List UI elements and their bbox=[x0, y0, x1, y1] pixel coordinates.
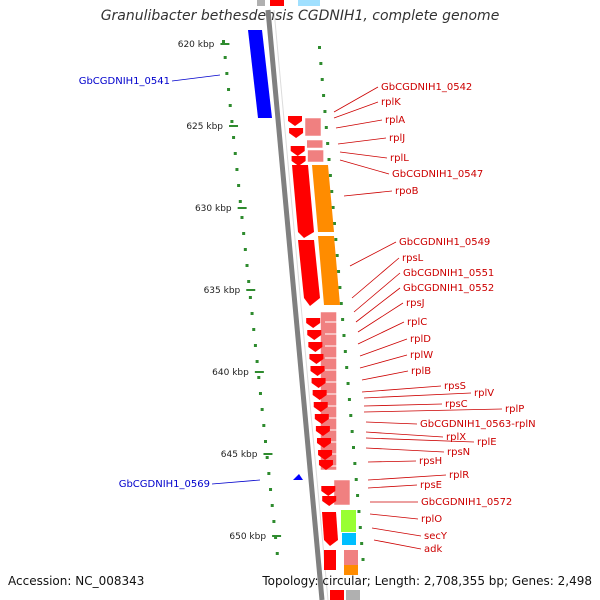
gene-label[interactable]: rpsL bbox=[402, 253, 424, 264]
gene-label[interactable]: GbCGDNIH1_0547 bbox=[392, 169, 483, 180]
gene-label[interactable]: rplK bbox=[381, 97, 401, 108]
gene-label[interactable]: rpsJ bbox=[406, 298, 425, 309]
gene-label[interactable]: secY bbox=[424, 531, 448, 542]
gene-label[interactable]: rplV bbox=[474, 388, 494, 399]
kbp-label: 645 kbp bbox=[221, 450, 258, 460]
gene-block-0541[interactable] bbox=[248, 30, 272, 118]
gene-label[interactable]: rpsH bbox=[419, 456, 442, 467]
gene-label[interactable]: rplE bbox=[477, 437, 497, 448]
gene-label-left[interactable]: GbCGDNIH1_0569 bbox=[119, 479, 210, 490]
gene-label[interactable]: rplP bbox=[505, 404, 524, 415]
gene-label[interactable]: rpsS bbox=[444, 381, 466, 392]
label-leaders bbox=[171, 74, 503, 550]
gene-labels: GbCGDNIH1_0542 rplK rplA rplJ rplL GbCGDNIH1_… bbox=[79, 76, 536, 555]
gene-label[interactable]: GbCGDNIH1_0542 bbox=[381, 82, 472, 93]
gene-label[interactable]: rpsN bbox=[447, 447, 470, 458]
gene-label[interactable]: GbCGDNIH1_0551 bbox=[403, 268, 494, 279]
kbp-label: 625 kbp bbox=[186, 122, 223, 132]
kbp-label: 635 kbp bbox=[204, 286, 241, 296]
gene-label[interactable]: adk bbox=[424, 544, 442, 555]
gene-label[interactable]: GbCGDNIH1_0572 bbox=[421, 497, 512, 508]
gene-label[interactable]: rplL bbox=[390, 153, 409, 164]
gene-label[interactable]: rplX bbox=[446, 432, 466, 443]
gene-label-left[interactable]: GbCGDNIH1_0541 bbox=[79, 76, 170, 87]
ruler-dots bbox=[222, 40, 365, 561]
gene-label[interactable]: rplO bbox=[421, 514, 442, 525]
kbp-label: 620 kbp bbox=[178, 40, 215, 50]
gene-label[interactable]: rplR bbox=[449, 470, 469, 481]
gene-label[interactable]: rpoB bbox=[395, 186, 419, 197]
gene-label[interactable]: rplB bbox=[411, 366, 431, 377]
accession-text: Accession: NC_008343 bbox=[8, 574, 145, 588]
kbp-label: 640 kbp bbox=[212, 368, 249, 378]
gene-label[interactable]: GbCGDNIH1_0552 bbox=[403, 283, 494, 294]
gene-label[interactable]: rplD bbox=[410, 334, 431, 345]
gene-label[interactable]: rplJ bbox=[389, 133, 405, 144]
gene-features bbox=[288, 116, 360, 600]
genome-backbone bbox=[265, 9, 325, 600]
gene-label[interactable]: rplA bbox=[385, 115, 405, 126]
gene-arrow-0569[interactable] bbox=[293, 474, 303, 480]
kbp-label: 650 kbp bbox=[229, 532, 266, 542]
gene-label[interactable]: GbCGDNIH1_0563-rplN bbox=[420, 419, 536, 430]
gene-label[interactable]: GbCGDNIH1_0549 bbox=[399, 237, 490, 248]
gene-label[interactable]: rpsE bbox=[420, 480, 442, 491]
gene-label[interactable]: rplW bbox=[410, 350, 433, 361]
topology-text: Topology: circular; Length: 2,708,355 bp… bbox=[262, 574, 592, 588]
gene-label[interactable]: rpsC bbox=[445, 399, 468, 410]
ruler-ticks: 620 kbp 625 kbp 630 kbp 635 kbp 640 kbp 645 k… bbox=[178, 40, 282, 542]
kbp-label: 630 kbp bbox=[195, 204, 232, 214]
map-title: Granulibacter bethesdensis CGDNIH1, comp… bbox=[100, 8, 500, 24]
gene-label[interactable]: rplC bbox=[407, 317, 427, 328]
